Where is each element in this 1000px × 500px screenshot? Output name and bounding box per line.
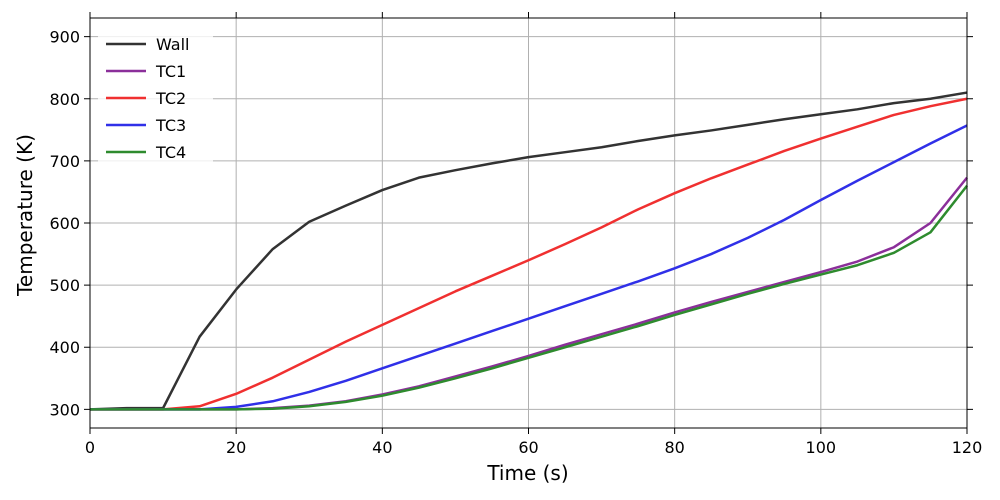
legend-label-tc4: TC4 [155,143,186,162]
series-line-tc3 [90,124,968,411]
legend-label-tc3: TC3 [155,116,186,135]
y-tick-label: 600 [49,214,80,233]
y-tick-label: 300 [49,400,80,419]
x-tick-label: 120 [952,438,983,457]
x-tick-label: 80 [664,438,684,457]
legend-label-wall: Wall [156,35,190,54]
x-tick-label: 0 [85,438,95,457]
y-tick-label: 800 [49,90,80,109]
legend-label-tc1: TC1 [155,62,186,81]
grid [89,18,968,428]
x-tick-label: 40 [372,438,392,457]
y-tick-label: 900 [49,28,80,47]
x-tick-label: 20 [226,438,246,457]
y-tick-label: 400 [49,338,80,357]
series-line-wall [89,91,968,411]
x-tick-label: 100 [806,438,837,457]
ticks: 0 20 40 60 80 100 120 300 400 500 600 700 800 900 [49,12,982,457]
y-tick-label: 500 [49,276,80,295]
series-line-tc2 [90,97,968,411]
series-line-tc4 [90,184,968,411]
y-tick-label: 700 [49,152,80,171]
legend-label-tc2: TC2 [155,89,186,108]
legend: Wall TC1 TC2 TC3 TC4 [98,26,213,169]
series-layer [89,91,968,411]
x-axis-label: Time (s) [486,461,568,485]
x-tick-label: 60 [518,438,538,457]
y-axis-label: Temperature (K) [13,134,37,297]
